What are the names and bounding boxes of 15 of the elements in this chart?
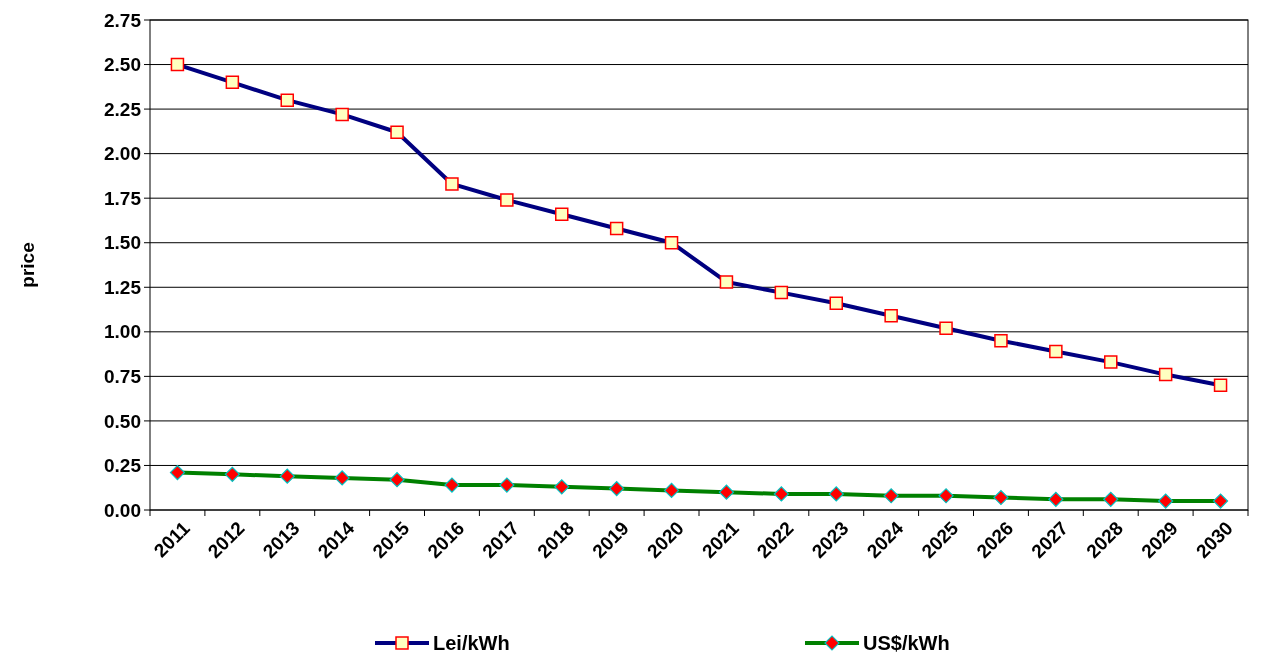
y-tick-label: 1.75 xyxy=(104,187,142,209)
y-tick-label: 2.50 xyxy=(104,54,141,76)
legend-label: US$/kWh xyxy=(863,632,950,654)
y-tick-label: 1.25 xyxy=(104,276,142,298)
y-tick-label: 0.75 xyxy=(104,366,142,388)
y-tick-label: 2.00 xyxy=(104,143,141,165)
y-tick-label: 0.50 xyxy=(104,410,141,432)
y-tick-label: 2.75 xyxy=(104,9,142,31)
y-axis-title: price xyxy=(17,242,38,288)
y-tick-label: 0.25 xyxy=(104,455,142,477)
y-tick-label: 1.50 xyxy=(104,232,141,254)
y-tick-label: 1.00 xyxy=(104,321,141,343)
y-tick-label: 2.25 xyxy=(104,98,142,120)
legend-label: Lei/kWh xyxy=(433,632,510,654)
y-tick-label: 0.00 xyxy=(104,499,141,521)
